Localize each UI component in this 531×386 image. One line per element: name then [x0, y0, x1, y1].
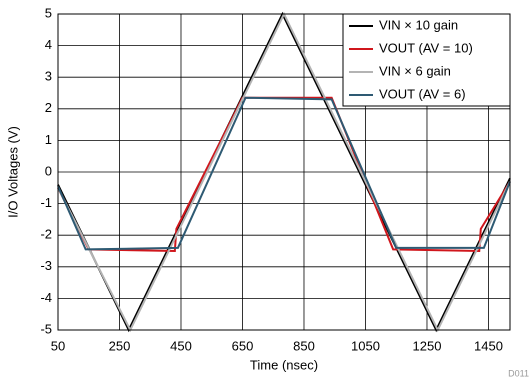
y-axis-label: I/O Voltages (V) [5, 126, 20, 218]
legend-label: VOUT (AV = 10) [379, 40, 473, 55]
x-axis-label: Time (nsec) [250, 357, 318, 372]
y-tick-label: 2 [45, 100, 52, 115]
y-tick-label: 4 [45, 37, 52, 52]
y-tick-label: -2 [40, 227, 52, 242]
x-tick-label: 1450 [474, 338, 503, 353]
legend-label: VIN × 6 gain [379, 63, 451, 78]
y-tick-label: -1 [40, 195, 52, 210]
plot-frame [57, 13, 511, 331]
y-tick-label: -4 [40, 290, 52, 305]
x-tick-label: 1250 [413, 338, 442, 353]
series-line [57, 96, 511, 251]
y-tick-label: 5 [45, 5, 52, 20]
legend-label: VOUT (AV = 6) [379, 86, 466, 101]
y-tick-label: -5 [40, 321, 52, 336]
x-tick-label: 450 [170, 338, 192, 353]
y-tick-label: 3 [45, 69, 52, 84]
figure-id: D011 [508, 368, 529, 378]
x-tick-label: 250 [109, 338, 131, 353]
x-tick-label: 1050 [351, 338, 380, 353]
x-tick-label: 850 [293, 338, 315, 353]
legend [342, 13, 511, 107]
y-tick-label: -3 [40, 258, 52, 273]
legend-label: VIN × 10 gain [379, 17, 458, 32]
x-tick-label: 650 [232, 338, 254, 353]
x-tick-label: 50 [51, 338, 65, 353]
y-tick-label: 0 [45, 163, 52, 178]
y-tick-label: 1 [45, 132, 52, 147]
